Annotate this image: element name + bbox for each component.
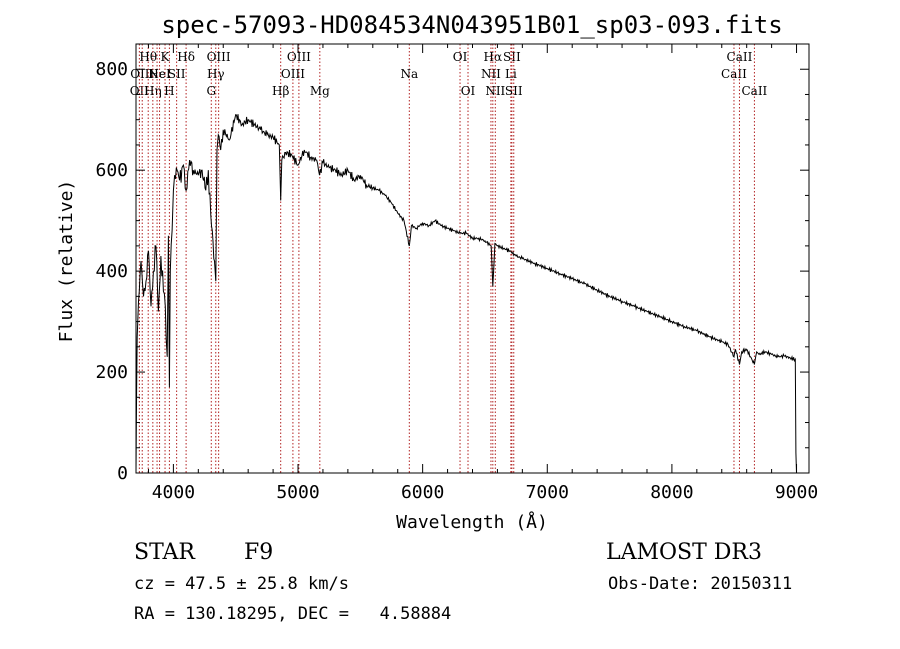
x-tick-label: 8000 [650,482,693,503]
x-axis-label: Wavelength (Å) [396,511,548,533]
axes: 4000 5000 6000 7000 8000 9000 0 200 400 600 800 [95,44,818,503]
line-marker-label: Hα [484,50,503,64]
x-tick-label: 7000 [526,482,569,503]
line-marker-label: CaII [741,84,767,98]
line-marker-label: H [164,84,174,98]
line-marker-label: OI [453,50,468,64]
spectrum-layer [135,114,797,474]
line-marker-label: OIII [287,50,311,64]
chart-title: spec-57093-HD084534N043951B01_sp03-093.f… [161,11,782,39]
line-marker-label: Mg [310,84,330,98]
line-marker-label: Hη [144,84,162,98]
line-marker-label: CaII [721,67,747,81]
line-marker-label: OI [461,84,476,98]
line-marker-label: SII [168,67,186,81]
y-tick-label: 400 [95,261,128,282]
line-marker-label: SII [505,84,523,98]
line-marker-label: Li [505,67,517,81]
obs-date: Obs-Date: 20150311 [608,574,793,594]
x-tick-label: 6000 [401,482,444,503]
line-marker-label: NII [481,67,501,81]
line-marker-label: CaII [727,50,753,64]
survey-name: LAMOST DR3 [606,540,762,565]
line-marker-label: Hθ [139,50,157,64]
x-tick-label: 9000 [775,482,818,503]
line-marker-label: G [206,84,216,98]
line-marker-label: Ne [148,67,166,81]
x-tick-label: 5000 [276,482,319,503]
line-markers: OIIOIIIHθHηNeHeIKHSIIHδGHγOIIIHβOIIIOIII… [130,44,768,473]
line-marker-label: Hδ [177,50,195,64]
redshift-cz: cz = 47.5 ± 25.8 km/s [134,574,349,594]
y-tick-label: 0 [117,463,128,484]
line-marker-label: Hγ [207,67,225,81]
line-marker-label: Hβ [272,84,289,98]
line-marker-label: SII [503,50,521,64]
object-class: STAR [134,540,195,565]
x-tick-label: 4000 [152,482,195,503]
y-tick-label: 800 [95,59,128,80]
line-marker-label: NII [485,84,505,98]
plot-frame [135,43,810,474]
y-tick-label: 600 [95,160,128,181]
line-marker-label: HeI [148,67,171,81]
line-marker-label: K [161,50,171,64]
line-marker-label: OIII [281,67,305,81]
y-tick-label: 200 [95,362,128,383]
y-axis-label: Flux (relative) [56,180,77,343]
line-marker-label: OII [130,84,150,98]
line-marker-label: Na [400,67,418,81]
object-subclass: F9 [244,540,274,565]
spectrum-line [135,114,797,474]
ra-dec-coords: RA = 130.18295, DEC = 4.58884 [134,604,452,624]
line-marker-label: OIII [207,50,231,64]
